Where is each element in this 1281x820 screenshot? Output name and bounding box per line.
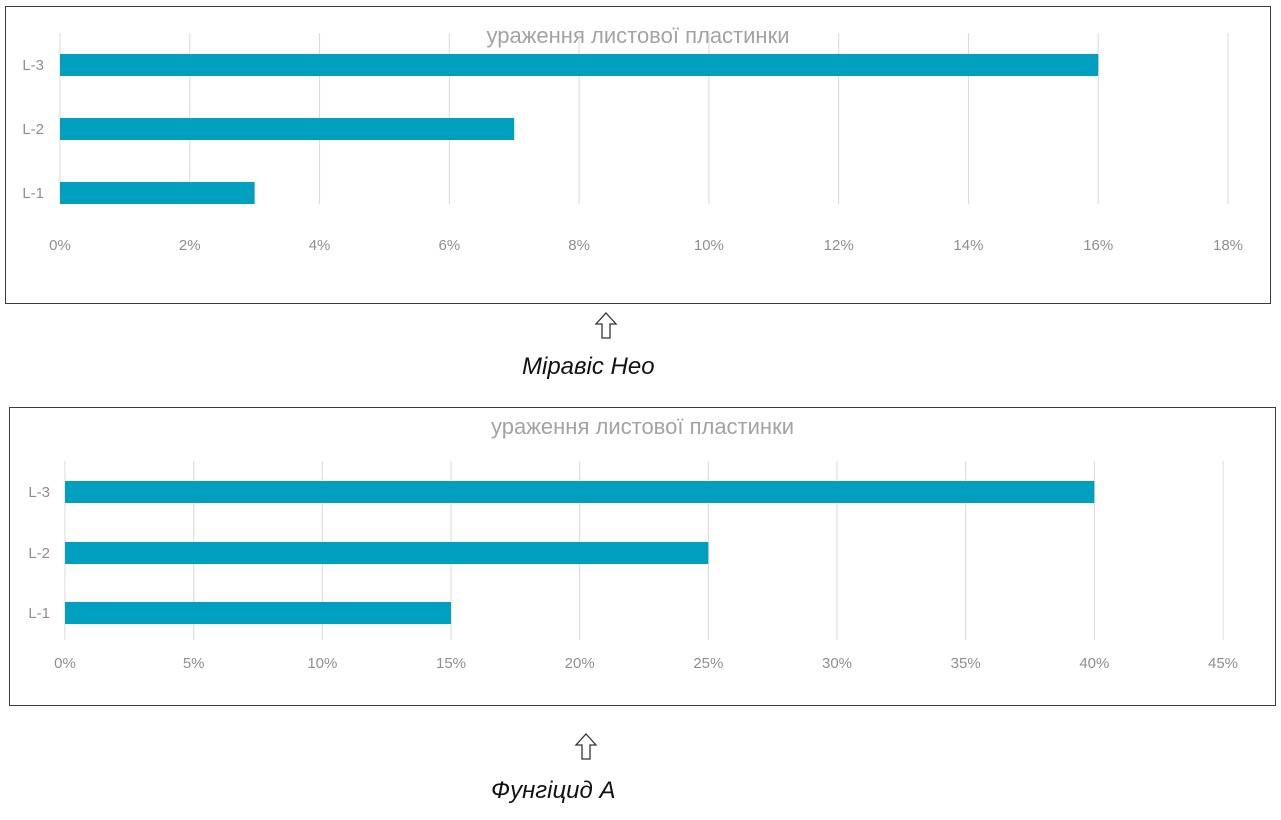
x-tick-label: 35% [951,655,981,672]
y-category-label: L-1 [22,185,44,202]
x-tick-label: 5% [183,655,205,672]
x-tick-label: 45% [1208,655,1238,672]
chart-title: ураження листової пластинки [486,23,790,48]
chart-panel-bottom: ураження листової пластинки 0% 5% 10% 15% 20… [9,407,1276,706]
y-category-label: L-1 [28,605,50,622]
chart-caption-bottom: Фунгіцид А [491,777,616,804]
x-tick-label: 4% [309,237,331,254]
x-tick-label: 20% [565,655,595,672]
chart-title: ураження листової пластинки [490,414,794,439]
x-tick-label: 30% [822,655,852,672]
x-tick-label: 18% [1213,237,1243,254]
x-tick-label: 16% [1083,237,1113,254]
y-category-label: L-3 [22,57,44,74]
y-category-label: L-3 [28,484,50,501]
x-tick-label: 8% [568,237,590,254]
x-tick-label: 0% [54,655,76,672]
bar-l-3 [65,481,1095,503]
x-tick-label: 10% [307,655,337,672]
bar-l-1 [65,602,451,624]
y-category-label: L-2 [28,545,50,562]
x-tick-label: 6% [438,237,460,254]
chart-caption-top: Міравіс Нео [522,353,655,380]
x-tick-label: 15% [436,655,466,672]
x-tick-label: 10% [694,237,724,254]
y-category-label: L-2 [22,121,44,138]
bar-chart-bottom: 0% 5% 10% 15% 20% 25% 30% 35% 40% 45% L-1 L-2 L-3 [28,461,1238,672]
chart-panel-top: ураження листової пластинки 0% 2% 4% 6% 8% 10… [5,6,1271,304]
x-tick-label: 40% [1079,655,1109,672]
x-tick-label: 0% [49,237,71,254]
x-tick-label: 14% [953,237,983,254]
bar-chart-top: 0% 2% 4% 6% 8% 10% 12% 14% 16% 18% L-1 L-2 L-3 [22,33,1243,254]
x-tick-label: 25% [693,655,723,672]
bar-l-3 [60,54,1099,76]
bar-l-1 [60,182,255,204]
bar-l-2 [60,118,515,140]
x-tick-label: 2% [179,237,201,254]
up-arrow-icon [574,733,598,760]
up-arrow-icon [594,312,618,339]
bar-l-2 [65,542,709,564]
x-tick-label: 12% [824,237,854,254]
